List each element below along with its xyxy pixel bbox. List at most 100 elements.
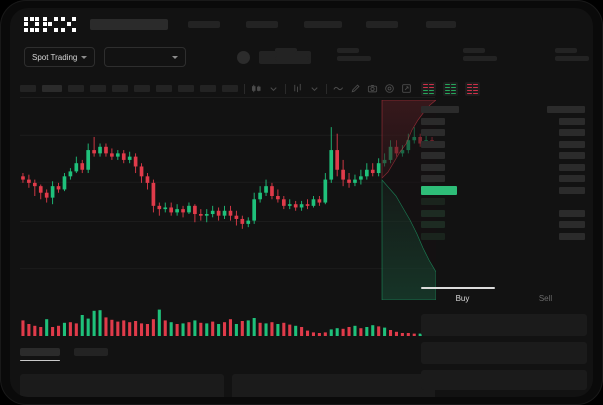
volume-bar: [27, 324, 31, 336]
timeframe-5m[interactable]: [42, 85, 62, 92]
timeframe-1h[interactable]: [90, 85, 106, 92]
volume-bar: [122, 320, 126, 336]
nav-item-trade[interactable]: [246, 20, 278, 28]
trendline-wave-icon[interactable]: [333, 83, 344, 94]
candle-body: [127, 156, 132, 160]
candle-body: [204, 214, 209, 216]
tab-order-history[interactable]: [74, 348, 108, 356]
snapshot-camera-icon[interactable]: [367, 83, 378, 94]
candle-body: [234, 215, 239, 219]
timeframe-1w[interactable]: [156, 85, 172, 92]
volume-bar: [145, 324, 149, 336]
indicators-chevron-icon[interactable]: [309, 83, 320, 94]
price-input-skeleton[interactable]: [421, 314, 587, 336]
candle-body: [50, 186, 55, 198]
timeframe-custom[interactable]: [222, 85, 238, 92]
candle-body: [376, 163, 381, 174]
candle-body: [121, 153, 126, 160]
candlestick-chart[interactable]: [20, 100, 435, 296]
candle-body: [382, 159, 387, 164]
tab-open-orders[interactable]: [20, 348, 60, 361]
candlestick-chart-icon[interactable]: [251, 83, 262, 94]
candle-body: [323, 179, 328, 203]
indicators-icon[interactable]: [292, 83, 303, 94]
volume-histogram[interactable]: [20, 300, 435, 345]
stat-24h-volume: [555, 48, 589, 72]
orderbook-bid-row[interactable]: [421, 196, 585, 208]
volume-bar: [74, 323, 78, 336]
orderbook-ask-row[interactable]: [421, 162, 585, 174]
trading-pair-selector[interactable]: [104, 47, 187, 67]
buy-sell-tabs: Buy Sell: [421, 287, 587, 309]
volume-bar: [80, 315, 84, 336]
amount-input-skeleton[interactable]: [421, 342, 587, 364]
orderbook-mode-both-icon[interactable]: [421, 82, 436, 96]
timeframe-more[interactable]: [200, 85, 216, 92]
tab-buy[interactable]: Buy: [455, 294, 470, 303]
orderbook-amount-cell: [559, 117, 585, 125]
volume-bar: [347, 327, 351, 336]
orderbook-header-row: [421, 104, 585, 116]
app-screen: Spot Trading: [10, 8, 593, 397]
chevron-down-icon: [172, 55, 179, 59]
volume-bar: [282, 322, 286, 336]
market-stats-row: [275, 48, 589, 72]
candle-body: [222, 210, 227, 216]
nav-item-more[interactable]: [426, 20, 456, 28]
candle-body: [347, 179, 351, 183]
drawing-pencil-icon[interactable]: [350, 83, 361, 94]
volume-bar: [51, 327, 55, 336]
candle-body: [311, 199, 316, 206]
volume-bar: [383, 327, 387, 336]
timeframe-1mo[interactable]: [178, 85, 194, 92]
orderbook-amount-cell: [559, 175, 585, 183]
chart-settings-gear-icon[interactable]: [384, 83, 395, 94]
orderbook-price-cell: [421, 232, 445, 240]
candle-body: [341, 169, 345, 180]
orderbook-ask-row[interactable]: [421, 127, 585, 139]
orderbook-ask-row[interactable]: [421, 116, 585, 128]
volume-bar: [294, 325, 298, 336]
volume-bar: [353, 325, 357, 336]
orderbook-bid-row[interactable]: [421, 219, 585, 231]
candle-body: [187, 205, 191, 213]
timeframe-15m[interactable]: [68, 85, 84, 92]
orderbook-ask-row[interactable]: [421, 139, 585, 151]
orderbook-mode-bids-icon[interactable]: [443, 82, 458, 96]
volume-bar: [104, 317, 108, 336]
total-input-skeleton[interactable]: [421, 370, 587, 390]
orderbook-last-price-amount: [559, 186, 585, 194]
volume-bar: [211, 321, 215, 336]
timeframe-1d[interactable]: [134, 85, 150, 92]
volume-bar: [234, 324, 238, 336]
volume-bar: [86, 318, 90, 336]
volume-bar: [187, 322, 191, 336]
okx-logo[interactable]: [24, 16, 76, 32]
volume-bar: [62, 322, 66, 336]
stat-24h-high: [463, 48, 497, 72]
volume-bar: [323, 332, 327, 336]
candle-body: [32, 182, 37, 187]
orderbook-ask-row[interactable]: [421, 150, 585, 162]
nav-item-earn[interactable]: [366, 20, 398, 28]
nav-item-derivatives[interactable]: [304, 20, 342, 28]
volume-bar: [98, 310, 102, 336]
timeframe-4h[interactable]: [112, 85, 128, 92]
nav-search-skeleton[interactable]: [90, 18, 168, 30]
timeframe-1m[interactable]: [20, 85, 36, 92]
fullscreen-expand-icon[interactable]: [401, 83, 412, 94]
nav-item-markets[interactable]: [188, 20, 220, 28]
orderbook-ask-row[interactable]: [421, 173, 585, 185]
orderbook-bid-row[interactable]: [421, 231, 585, 243]
orderbook-bid-row[interactable]: [421, 208, 585, 220]
volume-bar: [116, 321, 120, 336]
candle-body: [181, 209, 185, 213]
candle-body: [62, 176, 67, 190]
stat-24h-change: [337, 48, 371, 72]
chart-type-chevron-icon[interactable]: [268, 83, 279, 94]
toolbar-divider-3: [326, 83, 327, 94]
orderbook-mode-asks-icon[interactable]: [465, 82, 480, 96]
order-book[interactable]: [415, 100, 593, 282]
tab-sell[interactable]: Sell: [538, 294, 553, 303]
trading-mode-selector[interactable]: Spot Trading: [24, 47, 96, 67]
